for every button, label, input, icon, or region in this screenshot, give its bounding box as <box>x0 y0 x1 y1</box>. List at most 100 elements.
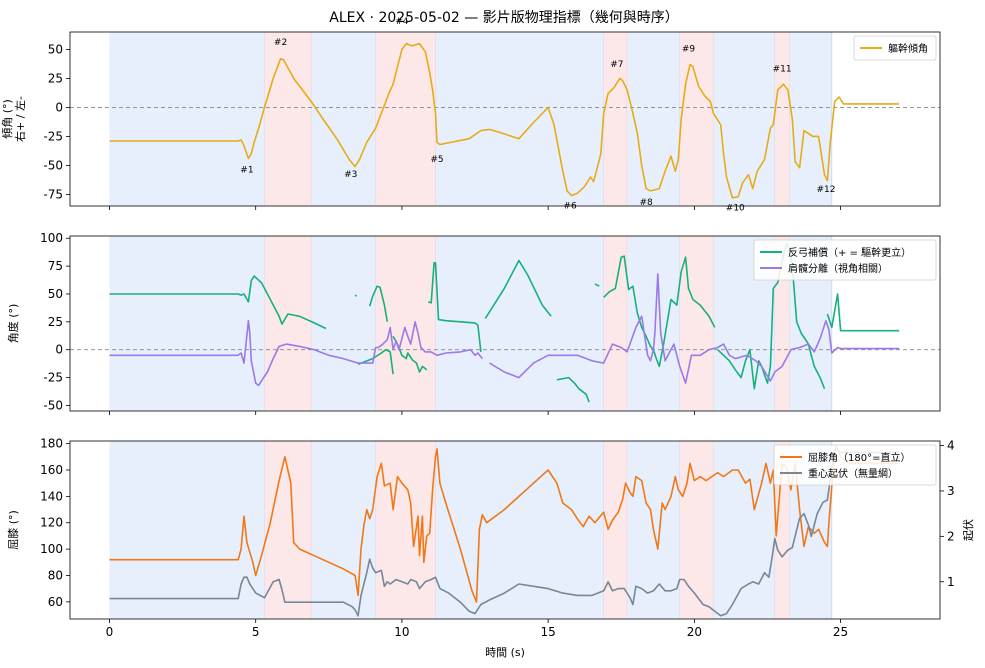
series-line-2 <box>489 273 900 384</box>
y2-tick-label: 2 <box>947 529 955 543</box>
phase-bands <box>109 441 833 619</box>
legend-entry: 屈膝角（180°=直立） <box>808 451 910 464</box>
series-line-1 <box>368 285 389 322</box>
event-annotation: #8 <box>639 198 653 208</box>
series-line-1 <box>484 259 552 319</box>
series-line-1 <box>594 283 600 287</box>
series-line-1 <box>603 255 716 368</box>
y-axis-label: 角度 (°) <box>6 304 20 344</box>
y2-tick-label: 1 <box>947 575 955 589</box>
phase-band-blue <box>435 32 604 206</box>
phase-band-blue <box>627 236 680 411</box>
y-tick-label: 100 <box>40 231 63 245</box>
event-annotation: #4 <box>395 17 409 27</box>
y-tick-label: -75 <box>43 187 63 201</box>
y-tick-label: -25 <box>43 129 63 143</box>
y-tick-label: 60 <box>48 595 63 609</box>
x-tick-label: 25 <box>833 625 848 639</box>
tilt-panel: -75 -50 -25 0 25 50 傾角 (°) 右+ / 左- #1 #2 #3 #4 #5 #6 #… <box>0 17 941 214</box>
x-tick-label: 20 <box>687 625 702 639</box>
event-annotation: #3 <box>344 170 357 180</box>
series-line-1 <box>357 348 394 375</box>
axes-frame <box>69 235 941 412</box>
series-line-2 <box>109 447 900 617</box>
legend-entry: 反弓補償（+ = 驅幹更立） <box>788 246 911 259</box>
series-line-1 <box>427 262 482 352</box>
series-line-1 <box>556 376 590 403</box>
x-tick-label: 0 <box>106 625 114 639</box>
x-tick-label: 10 <box>394 625 409 639</box>
series-line-1 <box>354 294 358 297</box>
y-tick-label: 50 <box>48 287 63 301</box>
phase-band-blue <box>435 236 604 411</box>
y-axis-label: 右+ / 左- <box>13 96 27 142</box>
phase-band-blue <box>109 236 265 411</box>
legend-entry: 肩髖分離（視角相關） <box>788 262 888 275</box>
chart-title: ALEX · 2025-05-02 — 影片版物理指標（幾何與時序） <box>329 10 678 26</box>
y-axis-label: 屈膝 (°) <box>7 510 20 550</box>
y-tick-label: 180 <box>40 437 63 451</box>
y-tick-label: -50 <box>43 158 63 172</box>
y-axis-label: 傾角 (°) <box>0 99 14 139</box>
phase-band-red <box>774 32 790 206</box>
y-tick-label: 0 <box>55 343 63 357</box>
phase-band-red <box>375 236 436 411</box>
y-tick-label: 140 <box>40 489 63 503</box>
legend-box <box>773 444 937 486</box>
y-tick-label: 0 <box>55 100 63 114</box>
legend: 反弓補償（+ = 驅幹更立） 肩髖分離（視角相關） <box>753 239 937 281</box>
event-annotation: #6 <box>563 201 577 211</box>
phase-band-blue <box>311 441 376 619</box>
phase-band-blue <box>311 236 376 411</box>
series-line-1 <box>109 42 900 199</box>
series-line-1 <box>826 293 900 332</box>
y-tick-label: -25 <box>43 371 63 385</box>
phase-band-blue <box>789 32 832 206</box>
event-annotation: #1 <box>240 165 253 175</box>
phase-band-red <box>264 32 312 206</box>
event-annotation: #12 <box>816 185 835 195</box>
event-annotation: #9 <box>682 45 696 55</box>
event-annotation: #7 <box>610 60 623 70</box>
y-tick-label: 120 <box>40 516 63 530</box>
series-line-2 <box>109 319 483 387</box>
phase-band-blue <box>713 32 775 206</box>
phase-band-blue <box>109 441 265 619</box>
phase-bands <box>109 236 833 411</box>
y-tick-label: 100 <box>40 542 63 556</box>
y2-tick-label: 3 <box>947 484 955 498</box>
y-tick-label: 25 <box>48 71 63 85</box>
legend-box <box>853 35 937 61</box>
legend-entry: 軀幹傾角 <box>888 42 928 55</box>
phase-band-red <box>679 32 714 206</box>
event-annotation: #11 <box>773 64 792 74</box>
x-tick-label: 15 <box>540 625 555 639</box>
y-tick-label: -50 <box>43 398 63 412</box>
event-annotation: #10 <box>726 204 745 214</box>
y-tick-label: 75 <box>48 259 63 273</box>
phase-band-red <box>774 441 790 619</box>
y-tick-label: 25 <box>48 315 63 329</box>
x-tick-label: 5 <box>252 625 260 639</box>
phase-band-blue <box>627 32 680 206</box>
angle-panel: -50 -25 0 25 50 75 100 角度 (°) 反弓補償（+ = 驅幹更立） 肩髖分離… <box>6 231 941 415</box>
series-line-1 <box>109 275 327 330</box>
y-tick-label: 80 <box>48 568 63 582</box>
legend: 軀幹傾角 <box>853 35 937 61</box>
phase-band-red <box>603 236 628 411</box>
phase-band-blue <box>311 32 376 206</box>
legend-entry: 重心起伏（無量綱） <box>808 467 898 480</box>
phase-band-red <box>679 441 714 619</box>
phase-bands <box>109 32 833 206</box>
legend: 屈膝角（180°=直立） 重心起伏（無量綱） <box>773 444 937 486</box>
y2-axis-label: 起伏 <box>961 519 975 541</box>
phase-band-red <box>264 236 312 411</box>
y2-tick-label: 4 <box>947 439 955 453</box>
axes-frame <box>69 31 941 207</box>
y-tick-label: 50 <box>48 42 63 56</box>
legend-box <box>753 239 937 281</box>
phase-band-red <box>375 32 436 206</box>
y-tick-label: 160 <box>40 463 63 477</box>
axes-frame <box>69 440 941 620</box>
